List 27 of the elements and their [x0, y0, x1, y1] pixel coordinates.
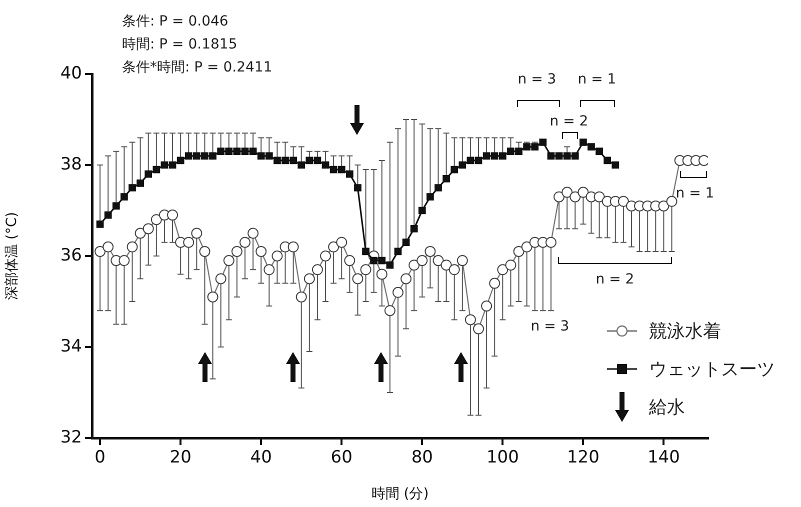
y-tick-label: 32: [60, 427, 82, 448]
y-tick-label: 40: [60, 63, 82, 84]
x-tick-label: 60: [330, 448, 352, 468]
annotation: n = 2: [550, 114, 588, 130]
legend-label: ウェットスーツ: [649, 358, 775, 381]
x-tick-label: 0: [94, 448, 106, 468]
x-axis-title: 時間 (分): [371, 486, 429, 502]
text: 時間: P = 0.1815: [122, 36, 238, 53]
annotation: n = 1: [578, 72, 616, 88]
x-tick-label: 120: [566, 448, 600, 468]
x-tick-label: 140: [647, 448, 680, 468]
y-tick-label: 36: [60, 245, 82, 266]
annotation: 条件*時間: P = 0.2411: [122, 60, 272, 76]
annotation: n = 2: [596, 272, 634, 288]
annotation: 給水: [649, 396, 685, 419]
legend-label: 競泳水着: [649, 320, 721, 343]
x-tick-label: 100: [486, 448, 519, 468]
x-tick-label: 40: [250, 448, 272, 468]
annotation: n = 1: [676, 186, 714, 202]
text: 条件: P = 0.046: [122, 14, 228, 30]
x-tick-label: 80: [411, 448, 433, 468]
annotation: n = 3: [530, 318, 570, 335]
y-tick-label: 34: [60, 336, 82, 356]
y-tick-label: 38: [60, 154, 82, 174]
y-axis-title: 深部体温 (°C): [4, 212, 20, 300]
x-tick-label: 20: [170, 448, 192, 468]
annotation: n = 3: [518, 72, 556, 88]
